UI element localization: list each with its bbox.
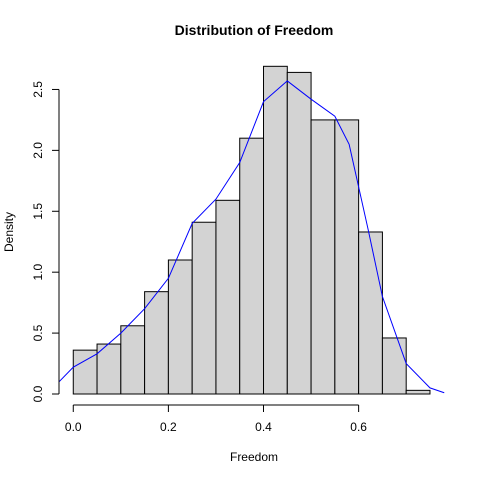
histogram-bar	[96, 343, 122, 395]
y-tick-label: 0.5	[31, 324, 45, 341]
y-tick-label: 0.0	[31, 385, 45, 402]
histogram-bar	[239, 137, 265, 395]
histogram-bar	[215, 199, 241, 395]
histogram-bar	[405, 389, 431, 395]
histogram-bar	[72, 349, 98, 395]
x-axis: 0.0 0.2 0.4 0.6	[65, 404, 367, 434]
x-tick-label: 0.6	[350, 420, 367, 434]
histogram-bar	[191, 221, 217, 395]
histogram-bar	[144, 291, 169, 395]
y-axis-label: Density	[2, 212, 16, 252]
histogram-bar	[286, 71, 312, 395]
y-tick-label: 1.0	[31, 264, 45, 281]
y-tick-label: 1.5	[31, 203, 45, 220]
y-tick-label: 2.0	[31, 142, 45, 159]
histogram-bar	[310, 119, 336, 395]
x-tick-label: 0.4	[255, 420, 272, 434]
chart-title: Distribution of Freedom	[175, 22, 334, 38]
y-axis: 0.0 0.5 1.0 1.5 2.0 2.5	[31, 81, 60, 402]
y-tick-label: 2.5	[31, 81, 45, 98]
bars-layer	[72, 65, 431, 395]
histogram-bar	[334, 119, 360, 395]
x-tick-label: 0.0	[65, 420, 82, 434]
histogram-bar	[167, 259, 193, 395]
histogram-bar	[263, 65, 288, 395]
histogram-bar	[358, 231, 383, 395]
density-curve	[58, 80, 445, 394]
histogram-bar	[381, 337, 407, 395]
histogram-bar	[120, 325, 146, 395]
x-axis-label: Freedom	[230, 450, 278, 464]
x-tick-label: 0.2	[160, 420, 177, 434]
